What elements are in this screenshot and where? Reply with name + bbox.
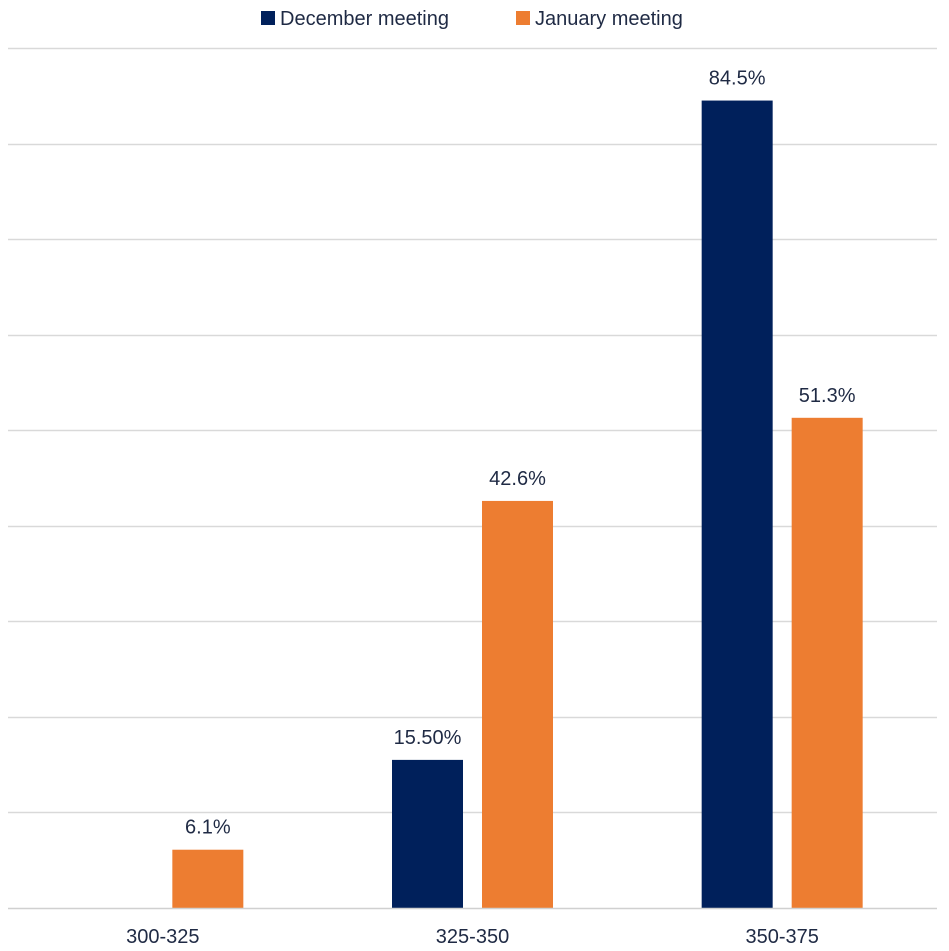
legend-swatch-december (261, 11, 275, 25)
data-label-december-meeting-325-350: 15.50% (394, 727, 462, 749)
bar-december-meeting-350-375 (701, 100, 773, 909)
gridlines (8, 47, 937, 814)
x-tick-label: 325-350 (436, 926, 509, 948)
data-label-january-meeting-300-325: 6.1% (185, 817, 231, 839)
legend-swatch-january (516, 11, 530, 25)
data-label-january-meeting-325-350: 42.6% (489, 468, 546, 490)
legend-label-january: January meeting (535, 8, 683, 30)
legend: December meeting January meeting (261, 8, 683, 30)
x-axis-ticks: 300-325 325-350 350-375 (126, 926, 819, 948)
bar-december-meeting-325-350 (392, 759, 463, 908)
data-labels: 6.1% 15.50% 42.6% 84.5% 51.3% (185, 68, 856, 839)
data-label-december-meeting-350-375: 84.5% (709, 68, 766, 90)
legend-label-december: December meeting (280, 8, 449, 30)
bar-january-meeting-350-375 (791, 417, 863, 908)
bar-january-meeting-300-325 (172, 849, 244, 908)
x-tick-label: 350-375 (745, 926, 818, 948)
x-tick-label: 300-325 (126, 926, 199, 948)
bars (172, 100, 863, 909)
bar-january-meeting-325-350 (482, 500, 553, 908)
data-label-january-meeting-350-375: 51.3% (799, 385, 856, 407)
